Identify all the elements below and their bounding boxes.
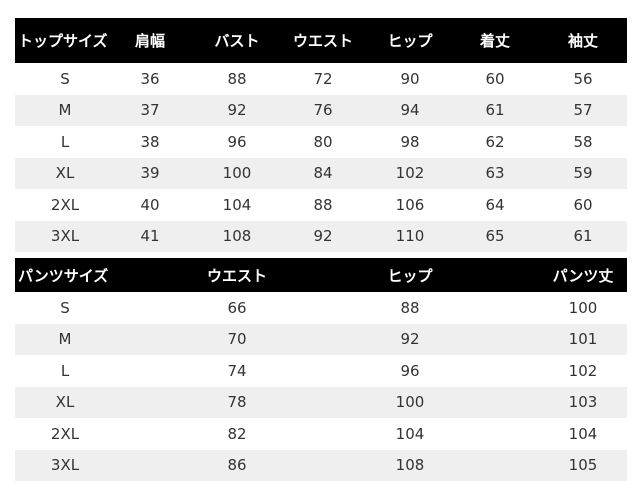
table-row: 2XL 40 104 88 106 64 60 (15, 189, 627, 221)
column-header: ウエスト (206, 266, 267, 285)
table-cell: 2XL (50, 195, 80, 214)
table-header: トップサイズ 肩幅 バスト ウエスト ヒップ 着丈 袖丈 (15, 18, 627, 63)
table-cell: 56 (573, 69, 593, 88)
table-cell: 86 (227, 456, 247, 475)
table-cell: 39 (140, 164, 160, 183)
table-cell: 92 (227, 101, 247, 120)
column-header: 袖丈 (567, 32, 598, 50)
table-row: 3XL 86 108 105 (15, 449, 627, 481)
table-cell: 102 (568, 361, 598, 380)
table-cell: 96 (227, 132, 247, 151)
table-cell: 98 (400, 132, 420, 151)
table-header: パンツサイズ ウエスト ヒップ パンツ丈 (15, 258, 627, 292)
table-cell: XL (55, 164, 75, 183)
column-header: 肩幅 (134, 32, 165, 50)
table-cell: 38 (140, 132, 160, 151)
table-cell: L (60, 361, 70, 380)
table-cell: 88 (227, 69, 247, 88)
table-cell: M (58, 330, 72, 349)
column-header: ヒップ (387, 266, 433, 285)
table-cell: XL (55, 393, 75, 412)
table-row: 3XL 41 108 92 110 65 61 (15, 220, 627, 252)
table-cell: 63 (485, 164, 505, 183)
table-cell: 103 (568, 393, 598, 412)
column-header: バスト (214, 32, 260, 50)
table-cell: 100 (568, 298, 598, 317)
tops-size-table: トップサイズ 肩幅 バスト ウエスト ヒップ 着丈 袖丈 S 36 88 72 90 60 56 M 37 92… (15, 18, 627, 252)
table-cell: 61 (485, 101, 505, 120)
table-cell: 100 (395, 393, 425, 412)
table-cell: 92 (313, 227, 333, 246)
table-cell: 101 (568, 330, 598, 349)
table-cell: 90 (400, 69, 420, 88)
table-cell: 108 (395, 456, 425, 475)
table-cell: 88 (313, 195, 333, 214)
table-row: L 38 96 80 98 62 58 (15, 126, 627, 158)
pants-size-table: パンツサイズ ウエスト ヒップ パンツ丈 S 66 88 100 M 70 92 101 L 74 96 10… (15, 258, 627, 481)
table-cell: 104 (568, 424, 598, 443)
column-header: トップサイズ (18, 32, 108, 50)
table-cell: 36 (140, 69, 160, 88)
table-cell: 108 (222, 227, 252, 246)
table-cell: 64 (485, 195, 505, 214)
table-row: M 37 92 76 94 61 57 (15, 94, 627, 126)
table-cell: L (60, 132, 70, 151)
table-cell: 100 (222, 164, 252, 183)
column-header: 着丈 (479, 32, 510, 50)
table-cell: 106 (395, 195, 425, 214)
table-row: S 36 88 72 90 60 56 (15, 63, 627, 95)
table-cell: 61 (573, 227, 593, 246)
table-cell: 62 (485, 132, 505, 151)
table-cell: S (60, 298, 70, 317)
table-cell: 57 (573, 101, 593, 120)
table-cell: 74 (227, 361, 247, 380)
table-cell: 60 (485, 69, 505, 88)
table-row: XL 39 100 84 102 63 59 (15, 157, 627, 189)
table-cell: 66 (227, 298, 247, 317)
table-cell: 102 (395, 164, 425, 183)
table-cell: 76 (313, 101, 333, 120)
table-cell: 59 (573, 164, 593, 183)
table-cell: 94 (400, 101, 420, 120)
table-cell: S (60, 69, 70, 88)
table-cell: M (58, 101, 72, 120)
table-cell: 60 (573, 195, 593, 214)
table-cell: 96 (400, 361, 420, 380)
column-header: ウエスト (292, 32, 353, 50)
table-cell: 40 (140, 195, 160, 214)
table-cell: 92 (400, 330, 420, 349)
table-cell: 88 (400, 298, 420, 317)
table-cell: 110 (395, 227, 425, 246)
table-cell: 65 (485, 227, 505, 246)
table-row: XL 78 100 103 (15, 386, 627, 418)
table-cell: 72 (313, 69, 333, 88)
column-header: パンツサイズ (18, 266, 109, 285)
table-row: L 74 96 102 (15, 355, 627, 387)
table-cell: 105 (568, 456, 598, 475)
table-cell: 82 (227, 424, 247, 443)
table-cell: 3XL (50, 456, 80, 475)
table-cell: 78 (227, 393, 247, 412)
column-header: パンツ丈 (552, 266, 614, 285)
table-row: 2XL 82 104 104 (15, 418, 627, 450)
table-cell: 58 (573, 132, 593, 151)
table-row: S 66 88 100 (15, 292, 627, 324)
table-cell: 104 (222, 195, 252, 214)
table-cell: 104 (395, 424, 425, 443)
table-cell: 70 (227, 330, 247, 349)
table-cell: 3XL (50, 227, 80, 246)
table-cell: 84 (313, 164, 333, 183)
table-cell: 2XL (50, 424, 80, 443)
table-cell: 80 (313, 132, 333, 151)
table-cell: 41 (140, 227, 160, 246)
column-header: ヒップ (387, 32, 433, 50)
table-row: M 70 92 101 (15, 323, 627, 355)
table-cell: 37 (140, 101, 160, 120)
